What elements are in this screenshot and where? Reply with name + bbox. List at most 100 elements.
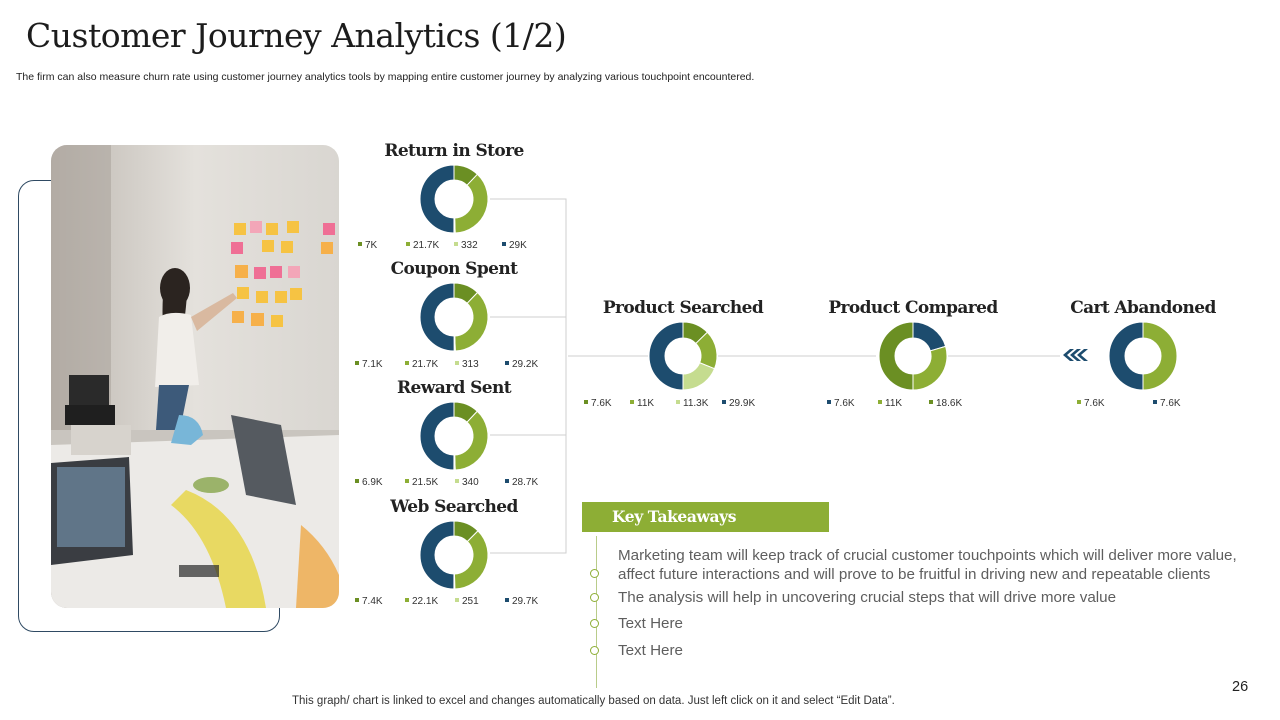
donut-slice xyxy=(1108,321,1144,391)
legend-swatch xyxy=(405,479,409,483)
takeaway-text: Text Here xyxy=(618,615,683,632)
legend-swatch xyxy=(929,400,933,404)
legend-swatch xyxy=(455,361,459,365)
legend-label: 340 xyxy=(462,477,479,488)
legend-swatch xyxy=(722,400,726,404)
legend-swatch xyxy=(505,361,509,365)
donut-chart-coupon-spent: Coupon Spent 7.1K 21.7K 313 29.2K xyxy=(355,259,538,370)
legend-label: 313 xyxy=(462,359,479,370)
connector-lines xyxy=(490,198,1060,554)
chart-title: Return in Store xyxy=(384,141,524,161)
legend-swatch xyxy=(584,400,588,404)
takeaways-list: Marketing team will keep track of crucia… xyxy=(590,546,1250,663)
legend-label: 7.6K xyxy=(1084,398,1105,409)
legend-label: 332 xyxy=(461,240,478,251)
takeaway-text: Text Here xyxy=(618,642,683,659)
legend-swatch xyxy=(630,400,634,404)
legend-swatch xyxy=(355,479,359,483)
chart-title: Cart Abandoned xyxy=(1070,298,1216,318)
bullet-circle-icon xyxy=(590,646,599,655)
legend-swatch xyxy=(676,400,680,404)
donut-slice xyxy=(419,282,455,352)
legend-swatch xyxy=(827,400,831,404)
legend-swatch xyxy=(455,479,459,483)
donut-slice xyxy=(419,401,455,471)
bullet-circle-icon xyxy=(590,593,599,602)
legend-label: 7.6K xyxy=(1160,398,1181,409)
takeaway-item: Text Here xyxy=(590,614,1250,633)
legend-swatch xyxy=(505,598,509,602)
chart-title: Coupon Spent xyxy=(391,259,518,279)
legend-label: 251 xyxy=(462,596,479,607)
takeaway-item: Marketing team will keep track of crucia… xyxy=(590,546,1250,584)
legend-swatch xyxy=(878,400,882,404)
legend-label: 11.3K xyxy=(683,398,709,409)
key-takeaways-header: Key Takeaways xyxy=(582,502,829,532)
legend-label: 21.7K xyxy=(413,240,439,251)
donut-slice xyxy=(419,164,455,234)
donut-slice xyxy=(454,410,489,471)
donut-chart-product-compared: Product Compared 7.6K 11K 18.6K xyxy=(827,298,999,409)
legend-label: 29K xyxy=(509,240,527,251)
donut-slice xyxy=(454,291,489,352)
legend-swatch xyxy=(358,242,362,246)
donut-slice xyxy=(419,520,455,590)
chart-title: Reward Sent xyxy=(397,378,512,398)
takeaway-item: Text Here xyxy=(590,641,1250,660)
legend-label: 22.1K xyxy=(412,596,438,607)
donut-chart-return-in-store: Return in Store 7K 21.7K 332 29K xyxy=(358,141,527,251)
donut-slice xyxy=(453,530,489,590)
legend-label: 28.7K xyxy=(512,477,538,488)
takeaway-item: The analysis will help in uncovering cru… xyxy=(590,588,1250,607)
flow-arrow-icon xyxy=(1063,349,1088,361)
legend-swatch xyxy=(405,361,409,365)
legend-swatch xyxy=(455,598,459,602)
chart-title: Web Searched xyxy=(389,497,518,517)
legend-swatch xyxy=(355,598,359,602)
legend-swatch xyxy=(505,479,509,483)
legend-label: 11K xyxy=(885,398,902,409)
legend-label: 7.4K xyxy=(362,596,383,607)
legend-label: 29.7K xyxy=(512,596,538,607)
legend-label: 21.7K xyxy=(412,359,438,370)
donut-slice xyxy=(454,173,489,234)
legend-label: 18.6K xyxy=(936,398,962,409)
donut-slice xyxy=(912,345,948,391)
donut-slice xyxy=(648,321,684,391)
sticky-notes xyxy=(231,221,335,327)
bullet-circle-icon xyxy=(590,619,599,628)
donut-slice xyxy=(912,321,947,352)
page-number: 26 xyxy=(1232,679,1249,695)
legend-label: 11K xyxy=(637,398,654,409)
donut-chart-reward-sent: Reward Sent 6.9K 21.5K 340 28.7K xyxy=(355,378,538,488)
legend-swatch xyxy=(405,598,409,602)
slide-title: Customer Journey Analytics (1/2) xyxy=(26,16,567,55)
legend-swatch xyxy=(502,242,506,246)
footer-note: This graph/ chart is linked to excel and… xyxy=(292,695,895,707)
legend-label: 6.9K xyxy=(362,477,383,488)
legend-label: 29.2K xyxy=(512,359,538,370)
legend-swatch xyxy=(355,361,359,365)
donut-slice xyxy=(682,362,716,391)
chart-title: Product Compared xyxy=(828,298,998,318)
person-figure xyxy=(155,268,237,445)
takeaway-text: Marketing team will keep track of crucia… xyxy=(618,547,1237,583)
donut-chart-cart-abandoned: Cart Abandoned 7.6K 7.6K xyxy=(1070,298,1217,409)
takeaways-timeline xyxy=(596,536,597,688)
legend-swatch xyxy=(1077,400,1081,404)
legend-swatch xyxy=(1153,400,1157,404)
legend-swatch xyxy=(454,242,458,246)
takeaway-text: The analysis will help in uncovering cru… xyxy=(618,589,1117,606)
slide-subtitle: The firm can also measure churn rate usi… xyxy=(16,71,755,83)
legend-label: 29.9K xyxy=(729,398,755,409)
donut-slice xyxy=(1142,321,1178,391)
donut-slice xyxy=(878,321,914,391)
legend-label: 7.1K xyxy=(362,359,383,370)
legend-label: 7.6K xyxy=(834,398,855,409)
donut-chart-product-searched: Product Searched 7.6K 11K 11.3K 29.9K xyxy=(584,298,764,409)
office-photo xyxy=(51,145,339,608)
chart-title: Product Searched xyxy=(603,298,764,318)
legend-label: 7.6K xyxy=(591,398,612,409)
legend-label: 21.5K xyxy=(412,477,438,488)
